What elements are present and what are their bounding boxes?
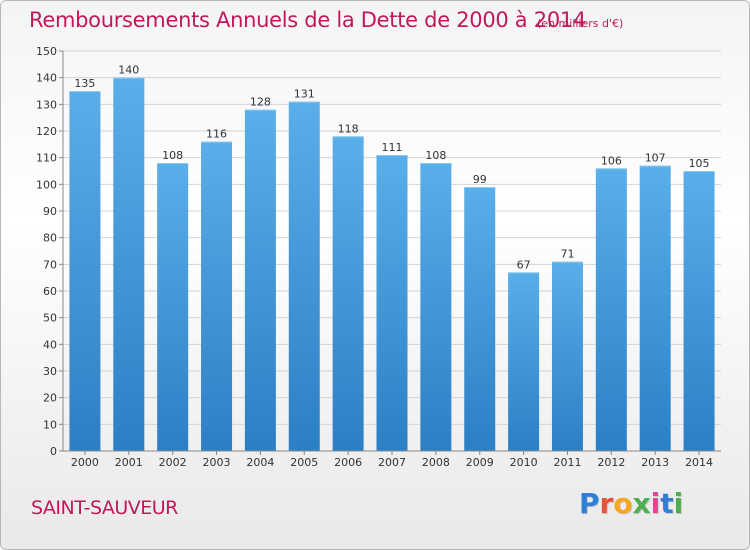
data-label: 116 — [206, 128, 227, 141]
y-tick-label: 130 — [36, 98, 57, 111]
logo-letter: o — [613, 487, 633, 520]
bar-2006 — [332, 136, 364, 452]
x-tick-label: 2009 — [466, 456, 494, 469]
y-tick-labels: 0 10 20 30 40 50 60 70 80 90 100 110 120 130 140 150 — [36, 45, 57, 458]
logo-letter: t — [660, 487, 674, 520]
data-label: 99 — [473, 173, 487, 186]
data-label: 71 — [560, 248, 574, 261]
bar-2005 — [288, 101, 320, 452]
data-label: 107 — [645, 152, 666, 165]
y-tick-label: 30 — [43, 365, 57, 378]
x-tick-label: 2011 — [553, 456, 581, 469]
proxiti-logo: Proxiti — [579, 487, 683, 520]
y-tick-label: 120 — [36, 125, 57, 138]
logo-letter: i — [650, 487, 661, 520]
data-label: 105 — [689, 157, 710, 170]
x-tick-label: 2013 — [641, 456, 669, 469]
bar-2002 — [157, 163, 189, 451]
bars — [69, 77, 715, 452]
bar-2001 — [113, 77, 145, 452]
x-tick-label: 2006 — [334, 456, 362, 469]
y-tick-label: 0 — [50, 445, 57, 458]
x-tick-label: 2010 — [510, 456, 538, 469]
y-tick-label: 90 — [43, 205, 57, 218]
x-tick-label: 2005 — [290, 456, 318, 469]
y-tick-label: 20 — [43, 392, 57, 405]
y-tick-label: 10 — [43, 418, 57, 431]
bar-2004 — [244, 109, 276, 452]
y-tick-label: 50 — [43, 312, 57, 325]
y-tick-label: 100 — [36, 178, 57, 191]
x-tick-label: 2012 — [597, 456, 625, 469]
bar-2009 — [464, 187, 496, 451]
data-label: 108 — [425, 149, 446, 162]
bar-2000 — [69, 91, 101, 451]
bar-2012 — [595, 168, 627, 452]
y-tick-label: 60 — [43, 285, 57, 298]
data-label: 106 — [601, 154, 622, 167]
bar-2007 — [376, 155, 408, 451]
x-tick-label: 2001 — [115, 456, 143, 469]
x-tick-label: 2014 — [685, 456, 713, 469]
bar-2013 — [639, 165, 671, 451]
chart-subtitle: (en milliers d'€) — [537, 17, 624, 30]
data-label: 111 — [382, 141, 403, 154]
y-tick-label: 70 — [43, 258, 57, 271]
y-tick-label: 150 — [36, 45, 57, 58]
y-tick-label: 80 — [43, 232, 57, 245]
x-tick-labels: 2000 2001 2002 2003 2004 2005 2006 2007 2008 2009… — [71, 451, 713, 469]
x-tick-label: 2000 — [71, 456, 99, 469]
data-label: 140 — [118, 64, 139, 77]
logo-letter: x — [632, 487, 651, 520]
data-label: 135 — [74, 77, 95, 90]
place-name: SAINT-SAUVEUR — [31, 497, 178, 519]
logo-letter: r — [599, 487, 614, 520]
x-tick-label: 2008 — [422, 456, 450, 469]
bar-2010 — [508, 272, 540, 451]
data-label: 131 — [294, 88, 315, 101]
logo-letter: P — [579, 487, 600, 520]
bar-2008 — [420, 163, 452, 451]
data-labels: 135 140 108 116 128 131 118 111 108 99 67 71 106 107 1… — [74, 64, 709, 272]
x-tick-label: 2003 — [203, 456, 231, 469]
x-tick-label: 2007 — [378, 456, 406, 469]
data-label: 108 — [162, 149, 183, 162]
x-tick-label: 2004 — [246, 456, 274, 469]
chart-title: Remboursements Annuels de la Dette de 20… — [29, 8, 586, 32]
data-label: 128 — [250, 96, 271, 109]
x-tick-label: 2002 — [159, 456, 187, 469]
data-label: 67 — [517, 258, 531, 271]
y-tick-label: 140 — [36, 72, 57, 85]
data-label: 118 — [338, 122, 359, 135]
bar-2011 — [551, 261, 583, 451]
y-tick-label: 40 — [43, 338, 57, 351]
y-tick-label: 110 — [36, 152, 57, 165]
logo-letter: i — [673, 487, 684, 520]
bar-2014 — [683, 171, 715, 451]
bar-2003 — [201, 141, 233, 451]
